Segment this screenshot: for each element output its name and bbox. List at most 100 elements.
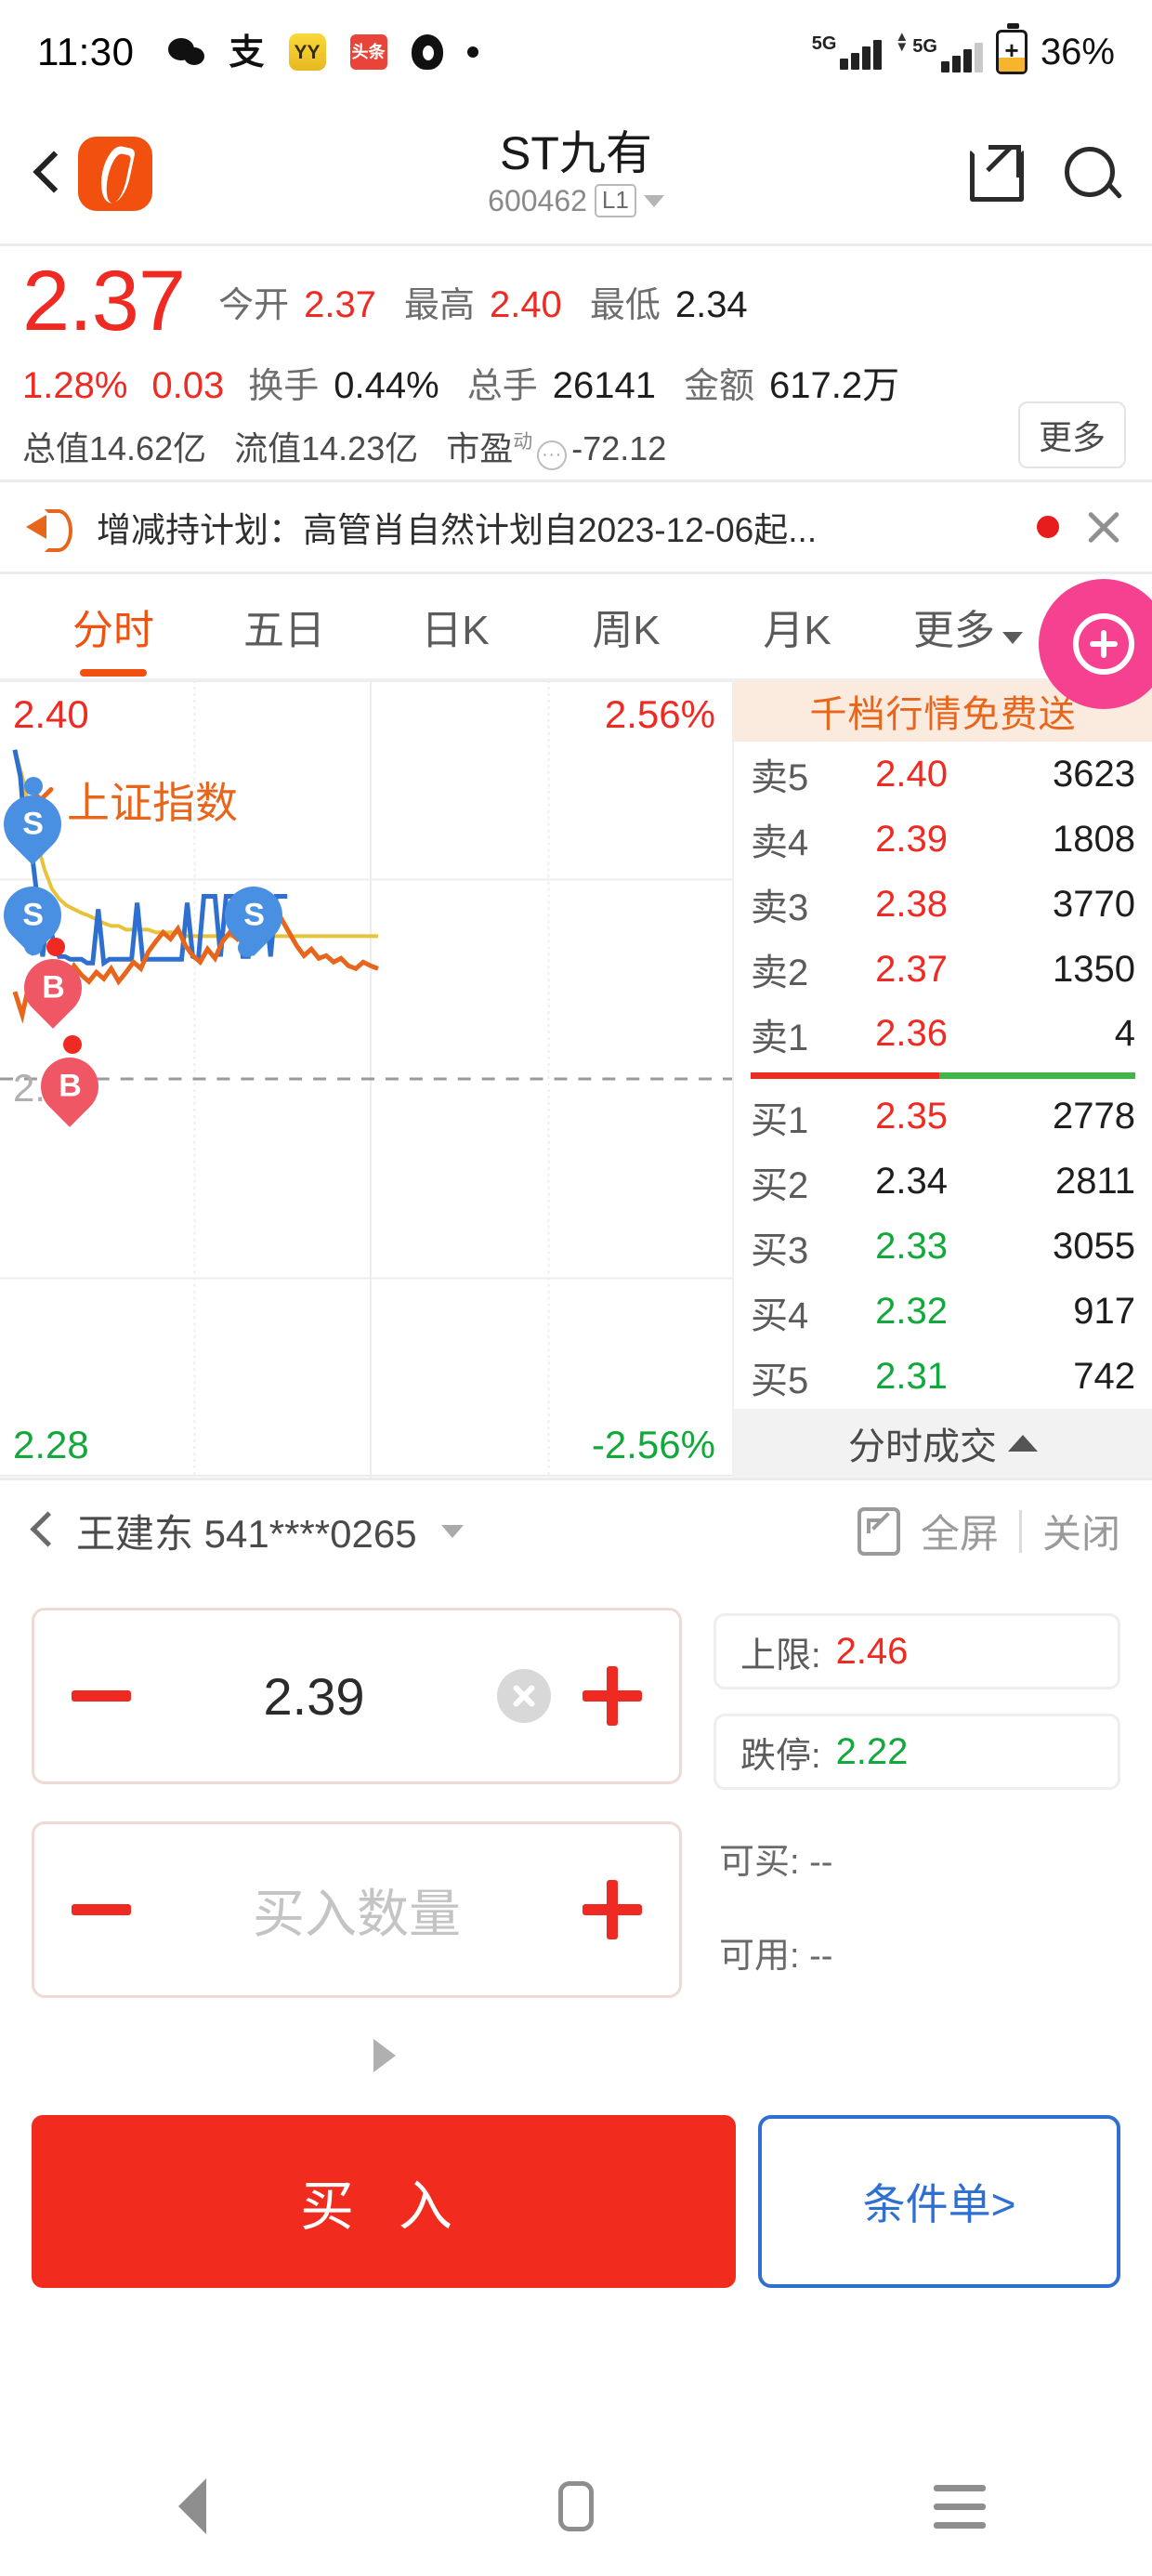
quote-row-primary: 2.37 今开 2.37 最高 2.40 最低 2.34 (22, 258, 1130, 344)
close-panel-button[interactable]: 关闭 (1041, 1512, 1120, 1557)
share-icon[interactable] (970, 145, 1024, 202)
orderbook-ask-row[interactable]: 卖5 2.40 3623 (751, 742, 1135, 807)
lower-limit-value: 2.22 (835, 1730, 909, 1772)
status-system-icons: 5G ▲ ▼ 5G + 36% (811, 23, 1115, 74)
amount-label: 金额 (683, 367, 754, 407)
quantity-increment-button[interactable] (583, 1880, 642, 1940)
nav-back-button[interactable] (0, 2478, 384, 2534)
network-type-1: 5G (811, 33, 837, 54)
bid-price: 2.32 (875, 1291, 948, 1333)
orderbook-bid-row[interactable]: 买2 2.34 2811 (751, 1150, 1135, 1215)
amount-value: 617.2万 (768, 365, 900, 407)
upper-limit-value: 2.46 (835, 1630, 909, 1672)
speaker-icon (26, 506, 74, 553)
system-nav-bar (0, 2437, 1152, 2576)
bid-volume: 2811 (1054, 1161, 1135, 1203)
can-buy-value: -- (809, 1843, 833, 1883)
account-actions: 全屏 关闭 (857, 1503, 1120, 1559)
orderbook-rows: 卖5 2.40 3623 卖4 2.39 1808 卖3 2.38 3770 卖… (734, 742, 1152, 1409)
pe-label: 市盈 (446, 429, 514, 468)
dot-icon (466, 46, 478, 58)
divider (1018, 1509, 1022, 1553)
nav-recents-button[interactable] (768, 2484, 1152, 2529)
orderbook-bid-row[interactable]: 买1 2.35 2778 (751, 1084, 1135, 1150)
orderbook-bid-row[interactable]: 买3 2.33 3055 (751, 1215, 1135, 1280)
orderbook-ask-row[interactable]: 卖4 2.39 1808 (751, 807, 1135, 872)
upper-limit-box[interactable]: 上限: 2.46 (713, 1613, 1120, 1690)
float-cap-value: 14.23亿 (301, 429, 419, 468)
alipay-icon: 支 (229, 32, 265, 72)
news-banner[interactable]: 增减持计划：高管肖自然计划自2023-12-06起... (0, 482, 1152, 572)
high-value: 2.40 (489, 284, 562, 326)
order-book-panel: 千档行情免费送 卖5 2.40 3623 卖4 2.39 1808 卖3 2.3… (734, 680, 1152, 1479)
price-clear-button[interactable] (497, 1669, 551, 1724)
tab-monthly-k[interactable]: 月K (763, 608, 831, 654)
chart-bottom-price: 2.28 (13, 1423, 89, 1467)
index-overlay-tag[interactable]: 上证指数 (24, 769, 238, 831)
orderbook-footer-toggle[interactable]: 分时成交 (734, 1409, 1152, 1479)
orderbook-ask-row[interactable]: 卖2 2.37 1350 (751, 937, 1135, 1002)
nav-recents-icon (934, 2484, 987, 2529)
trade-actions: 买 入 条件单> (0, 2072, 1152, 2289)
float-cap-cell: 流值14.23亿 (234, 422, 418, 470)
bid-level-label: 买5 (751, 1360, 809, 1401)
available-row: 可用: -- (719, 1926, 1120, 1978)
price-decrement-button[interactable] (72, 1690, 131, 1702)
account-name[interactable]: 王建东 541****0265 (76, 1512, 417, 1557)
price-increment-button[interactable] (583, 1666, 642, 1727)
back-button[interactable] (33, 152, 58, 195)
tab-more[interactable]: 更多 (883, 597, 1054, 656)
floating-add-button[interactable] (1039, 579, 1152, 709)
expand-arrow-icon[interactable] (373, 2039, 396, 2073)
orderbook-promo-banner[interactable]: 千档行情免费送 (734, 680, 1152, 743)
fullscreen-label[interactable]: 全屏 (920, 1512, 999, 1557)
network-type-2: 5G (912, 36, 937, 58)
orderbook-bid-row[interactable]: 买4 2.32 917 (751, 1280, 1135, 1345)
open-cell: 今开 2.37 (218, 276, 376, 327)
signal-bars-2 (940, 41, 983, 73)
app-header: ST九有 600462 L1 (0, 104, 1152, 243)
pe-info-icon[interactable]: ··· (537, 440, 568, 470)
price-input[interactable]: 2.39 (263, 1666, 365, 1726)
orderbook-bid-row[interactable]: 买5 2.31 742 (751, 1345, 1135, 1410)
status-time: 11:30 (37, 30, 135, 73)
market-cap-label: 总值 (22, 429, 90, 468)
close-icon[interactable] (1081, 505, 1126, 549)
back-button[interactable] (32, 1513, 52, 1550)
tab-five-day[interactable]: 五日 (243, 608, 325, 654)
orderbook-ask-row[interactable]: 卖3 2.38 3770 (751, 872, 1135, 937)
condition-order-button[interactable]: 条件单> (758, 2115, 1120, 2289)
lower-limit-box[interactable]: 跌停: 2.22 (713, 1714, 1120, 1791)
stock-code: 600462 (488, 183, 587, 217)
amount-cell: 金额 617.2万 (684, 355, 899, 409)
intraday-chart[interactable]: 2.40 2.56% 2.34 2.28 -2.56% 上证指数 S S B S… (0, 680, 734, 1479)
bid-volume: 917 (1073, 1291, 1135, 1333)
nav-home-button[interactable] (384, 2481, 767, 2531)
tab-weekly-k[interactable]: 周K (592, 608, 661, 654)
bid-level-label: 买3 (751, 1229, 809, 1271)
trade-marker-dot (46, 938, 65, 957)
chevron-down-icon (1002, 632, 1023, 645)
bid-price: 2.34 (875, 1161, 948, 1203)
buy-button[interactable]: 买 入 (32, 2115, 736, 2289)
tab-fenshi[interactable]: 分时 (28, 597, 199, 656)
quote-divider (0, 480, 1152, 483)
chevron-down-icon[interactable] (440, 1524, 464, 1538)
quantity-decrement-button[interactable] (72, 1904, 131, 1916)
battery-charge-symbol: + (1004, 36, 1019, 64)
bid-price: 2.33 (875, 1226, 948, 1268)
fullscreen-icon[interactable] (857, 1506, 900, 1556)
chevron-down-icon[interactable] (643, 194, 664, 207)
open-label: 今开 (218, 286, 290, 326)
quantity-input[interactable]: 买入数量 (253, 1884, 461, 1943)
app-logo-icon[interactable] (78, 137, 152, 211)
lower-limit-label: 跌停: (740, 1736, 821, 1776)
quote-row-fundamentals: 总值14.62亿 流值14.23亿 市盈动··· -72.12 (22, 422, 1130, 470)
tab-daily-k[interactable]: 日K (421, 608, 490, 654)
search-icon[interactable] (1065, 147, 1119, 201)
news-divider (0, 572, 1152, 575)
more-button[interactable]: 更多 (1017, 401, 1126, 469)
low-label: 最低 (589, 286, 661, 326)
orderbook-ask-row[interactable]: 卖1 2.36 4 (751, 1002, 1135, 1067)
